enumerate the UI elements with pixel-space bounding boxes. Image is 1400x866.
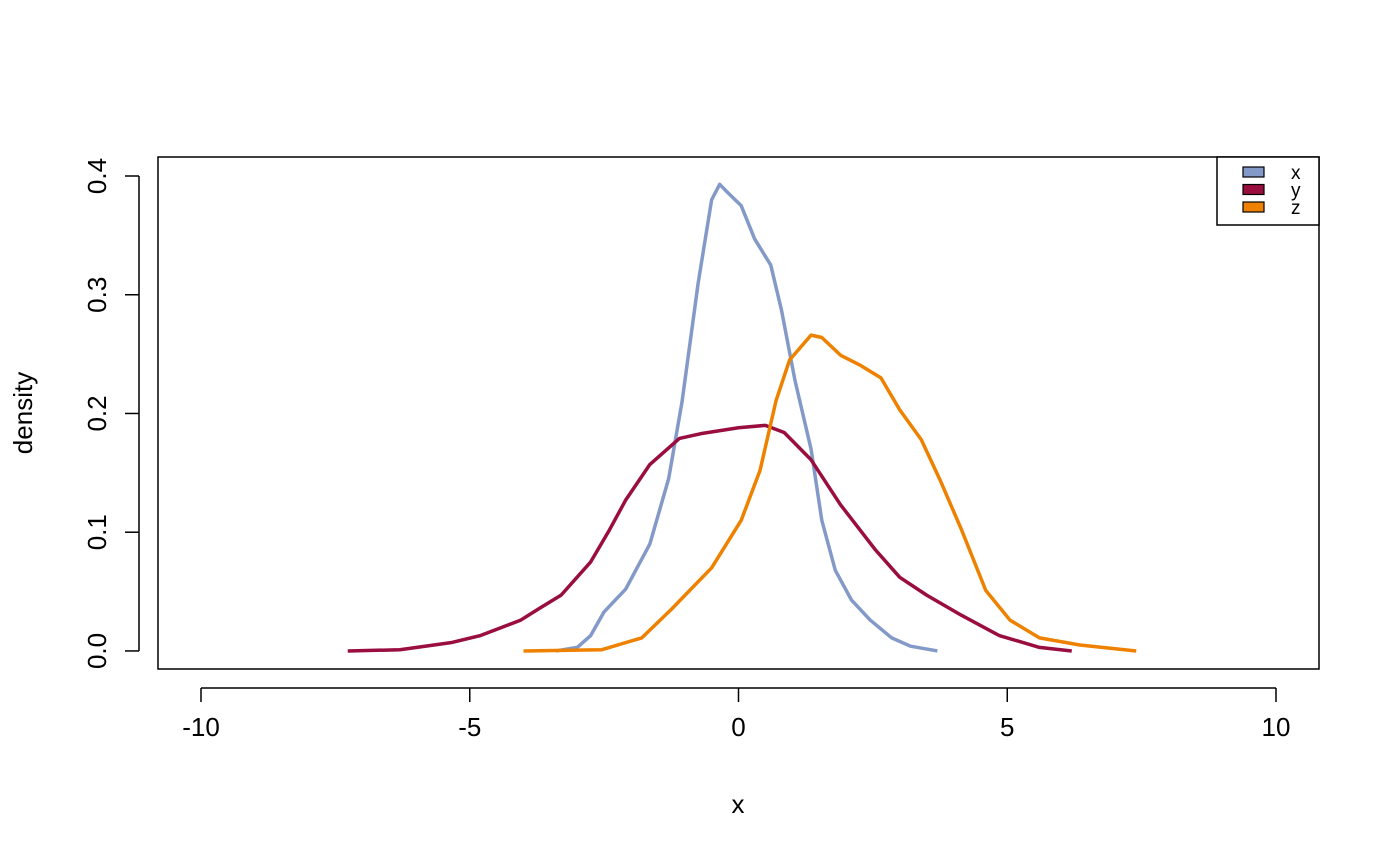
y-tick-label: 0.2 <box>82 395 112 431</box>
legend-swatch <box>1242 166 1265 178</box>
x-axis-title: x <box>732 789 745 819</box>
y-tick-label: 0.0 <box>82 633 112 669</box>
density-line <box>347 423 1072 653</box>
density-line <box>523 333 1137 653</box>
density-line <box>555 182 938 653</box>
x-tick-label: 5 <box>1000 712 1014 742</box>
legend-label: z <box>1291 198 1301 219</box>
y-axis-title: density <box>8 372 38 454</box>
x-tick-label: -10 <box>182 712 220 742</box>
x-tick-label: 0 <box>731 712 745 742</box>
x-tick-label: -5 <box>458 712 481 742</box>
legend-swatch <box>1242 201 1265 213</box>
legend-swatch <box>1242 183 1265 196</box>
legend-box <box>1216 156 1320 226</box>
y-tick-label: 0.1 <box>82 514 112 550</box>
y-tick-label: 0.4 <box>82 158 112 194</box>
y-tick-label: 0.3 <box>82 277 112 313</box>
plot-frame <box>157 156 1320 670</box>
x-tick-label: 10 <box>1262 712 1291 742</box>
legend-label: x <box>1291 163 1301 184</box>
legend-label: y <box>1291 181 1301 202</box>
